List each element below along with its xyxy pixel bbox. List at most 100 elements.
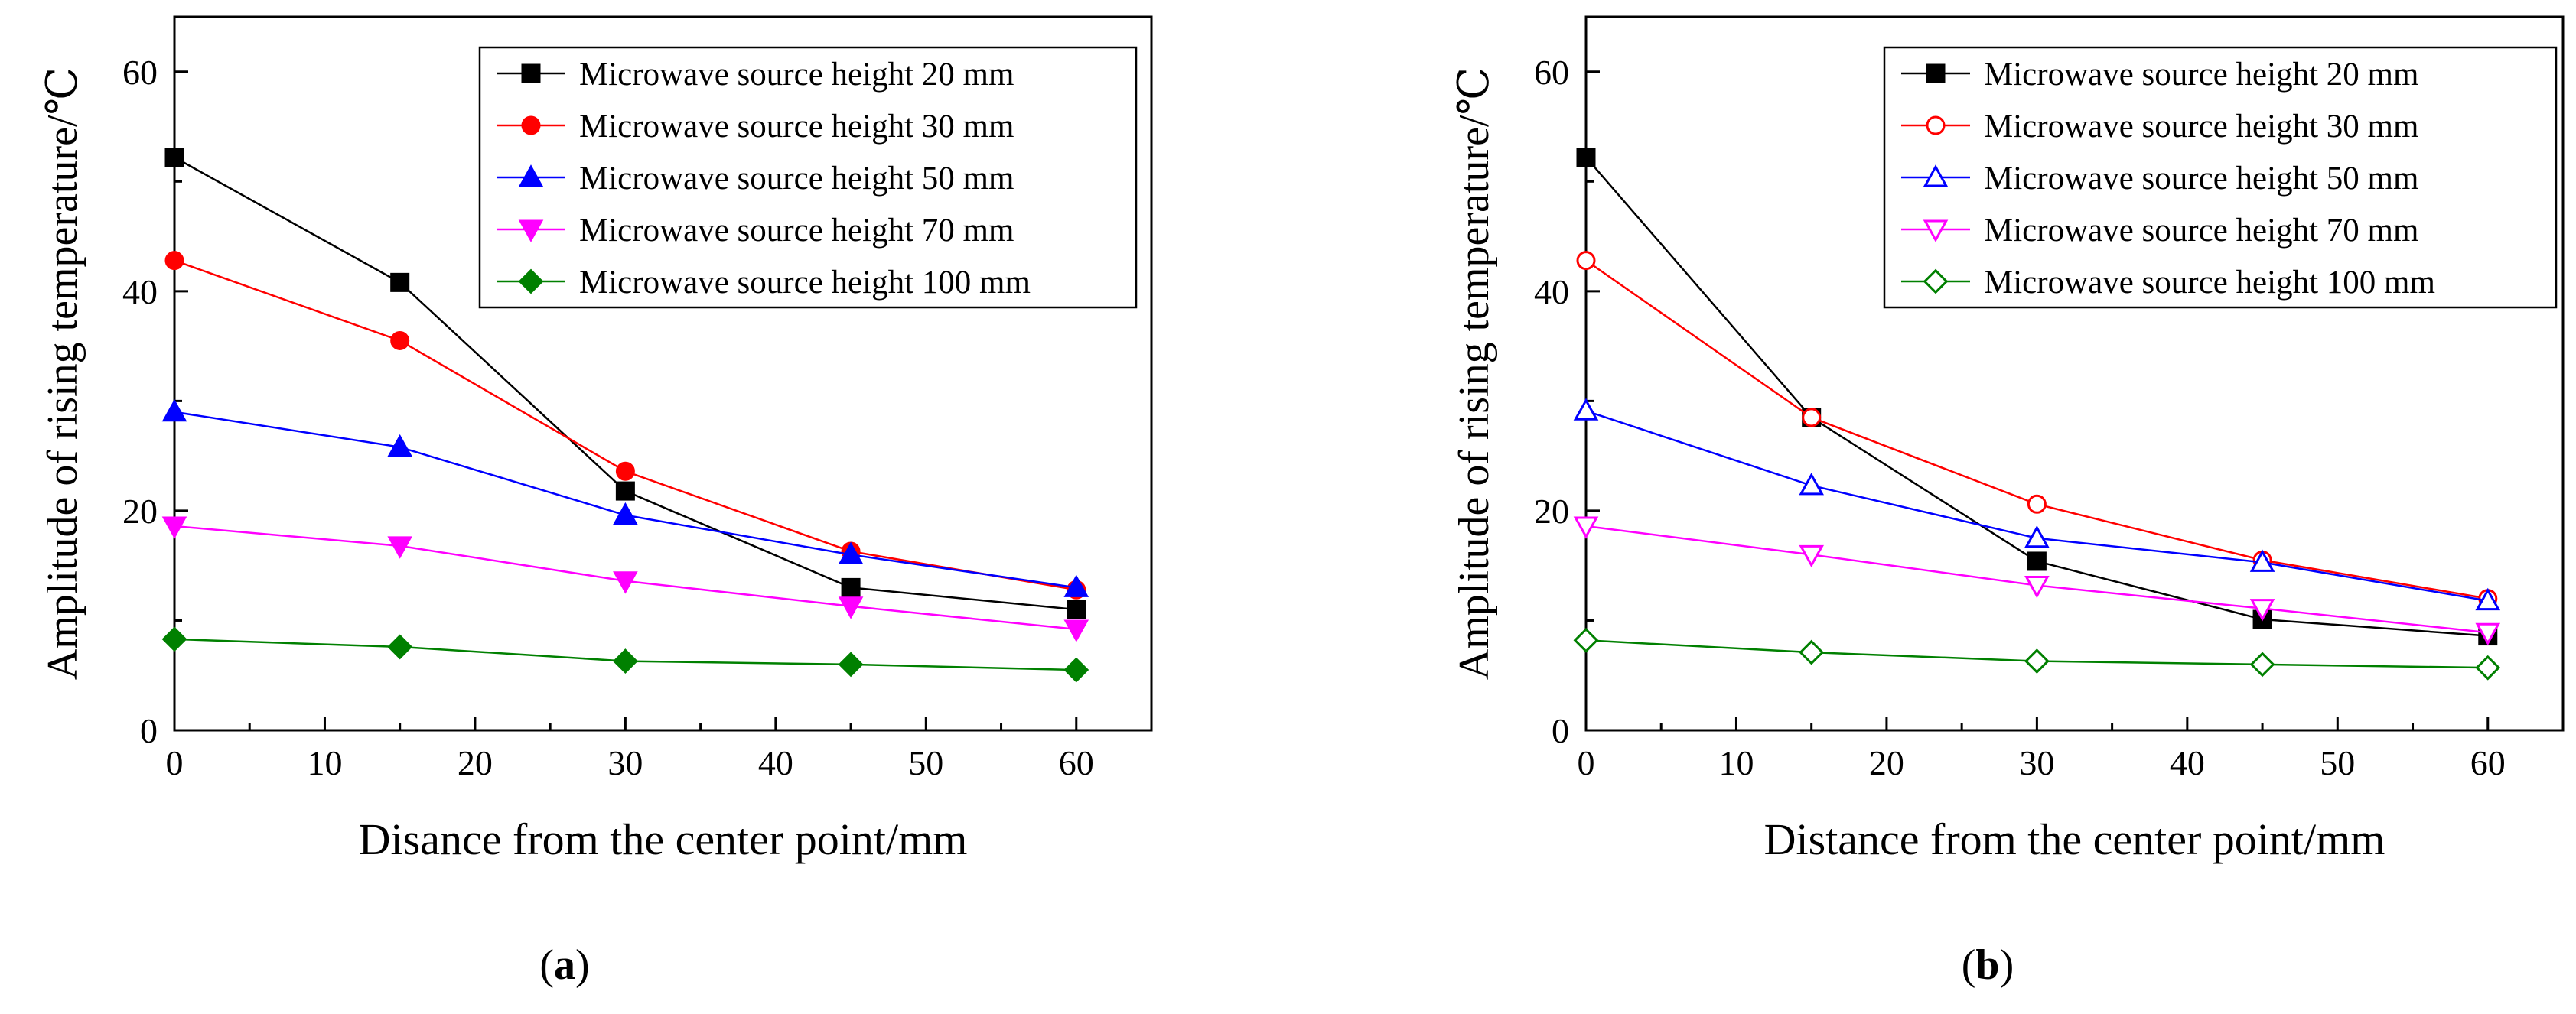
chart-a-y-axis-label: Amplitude of rising temperature/℃ <box>39 67 86 680</box>
chart-a-data-point-4 <box>1063 657 1089 683</box>
chart-b-svg: 0 10 20 30 40 50 60 0 20 40 60 Distance from the ce… <box>1451 15 2565 864</box>
chart-a-data-point-4 <box>161 626 187 652</box>
chart-a-legend-marker-1 <box>521 115 541 135</box>
chart-a-plot-frame <box>173 15 1153 732</box>
chart-a-legend-box <box>478 46 1138 309</box>
chart-a-data-point-2 <box>1063 574 1089 597</box>
panel-label-a-text: a <box>554 941 575 989</box>
chart-b-y-tick-label: 40 <box>1534 272 1569 311</box>
chart-b-data-point-0 <box>1576 148 1596 167</box>
chart-b-x-tick-label: 30 <box>2019 743 2054 782</box>
chart-b-legend-entry-2: Microwave source height 50 mm <box>1984 161 2418 197</box>
chart-b-data-point-1 <box>2027 494 2047 514</box>
chart-a-x-tick-label: 30 <box>607 743 643 782</box>
chart-a-x-axis-label: Disance from the center point/mm <box>359 814 968 864</box>
chart-b-y-tick-label: 20 <box>1534 492 1569 531</box>
chart-a-data-point-3 <box>1063 619 1089 642</box>
chart-a-data-point-0 <box>1067 600 1086 619</box>
panel-label-b: (b) <box>1961 941 2014 989</box>
chart-a-legend-entry-0: Microwave source height 20 mm <box>579 57 1014 93</box>
chart-a-legend-marker-4 <box>518 268 544 294</box>
chart-a-data-point-1 <box>390 330 410 350</box>
chart-a-x-tick-label: 50 <box>908 743 943 782</box>
chart-b-data-point-2 <box>2249 549 2275 572</box>
chart-a-data-point-2 <box>838 541 864 564</box>
chart-a-y-tick-label: 0 <box>140 711 158 750</box>
chart-a-x-tick-label: 0 <box>166 743 184 782</box>
chart-b-data-point-2 <box>1799 473 1824 496</box>
chart-b-x-tick-label: 0 <box>1578 743 1595 782</box>
chart-a-data-point-0 <box>615 481 635 501</box>
chart-a-legend-entry-1: Microwave source height 30 mm <box>579 109 1014 145</box>
chart-a-data-point-0 <box>164 148 184 167</box>
chart-a-data-point-2 <box>613 502 638 525</box>
chart-a-legend-marker-3 <box>518 219 544 242</box>
chart-b-legend-marker-2 <box>1923 164 1949 187</box>
chart-b-data-point-4 <box>2024 648 2050 674</box>
chart-b-y-tick-label: 0 <box>1552 711 1569 750</box>
chart-a-x-tick-label: 10 <box>307 743 342 782</box>
chart-b-x-tick-label: 50 <box>2320 743 2355 782</box>
chart-a-data-point-3 <box>161 516 187 539</box>
chart-b-x-axis-label: Distance from the center point/mm <box>1764 814 2385 864</box>
chart-b-data-point-4 <box>1573 627 1599 653</box>
chart-a-data-point-0 <box>841 577 861 597</box>
chart-a-legend-entry-3: Microwave source height 70 mm <box>579 213 1014 249</box>
chart-b-data-point-1 <box>1576 251 1596 271</box>
chart-a-data-point-4 <box>838 652 864 678</box>
chart-b-x-tick-label: 60 <box>2470 743 2506 782</box>
chart-a-legend-entry-4: Microwave source height 100 mm <box>579 265 1031 301</box>
chart-b-legend-entry-0: Microwave source height 20 mm <box>1984 57 2418 93</box>
chart-a-data-point-1 <box>164 251 184 271</box>
chart-b-data-point-3 <box>2249 599 2275 622</box>
chart-a-x-tick-label: 60 <box>1059 743 1094 782</box>
chart-a-legend-entry-2: Microwave source height 50 mm <box>579 161 1014 197</box>
chart-a-legend-marker-2 <box>518 164 544 187</box>
chart-b-y-tick-label: 60 <box>1534 53 1569 92</box>
chart-a-legend-marker-0 <box>521 63 541 83</box>
chart-a-x-tick-label: 20 <box>458 743 493 782</box>
chart-b-data-point-3 <box>2475 622 2501 646</box>
chart-a-y-tick-label: 60 <box>122 53 158 92</box>
chart-a-x-tick-label: 40 <box>758 743 793 782</box>
chart-b-legend-marker-0 <box>1926 63 1946 83</box>
chart-a-data-point-4 <box>612 648 638 674</box>
chart-a-y-tick-label: 20 <box>122 492 158 531</box>
chart-a-series-line-1 <box>174 259 1076 591</box>
chart-b-y-axis-label: Amplitude of rising temperature/℃ <box>1451 67 1498 680</box>
chart-a-data-point-1 <box>615 461 635 481</box>
chart-b-data-point-4 <box>2249 652 2275 678</box>
chart-b-data-point-3 <box>2024 576 2050 599</box>
chart-a-data-point-0 <box>390 272 410 292</box>
chart-a-data-point-3 <box>387 536 412 559</box>
chart-b-series-line-1 <box>1585 259 2488 600</box>
chart-b-data-point-4 <box>2475 655 2501 681</box>
chart-b-data-point-2 <box>1573 398 1599 421</box>
chart-b-legend-marker-3 <box>1923 219 1949 242</box>
chart-b-data-point-3 <box>1573 516 1599 539</box>
chart-a-data-point-3 <box>838 596 864 619</box>
chart-a-data-point-2 <box>387 434 412 457</box>
chart-b-legend-marker-1 <box>1926 115 1946 135</box>
chart-a-data-point-2 <box>161 398 187 422</box>
chart-b-data-point-4 <box>1799 639 1825 665</box>
chart-b-x-tick-label: 20 <box>1869 743 1904 782</box>
chart-a-data-point-4 <box>387 634 413 660</box>
chart-b-data-point-3 <box>1799 544 1824 568</box>
chart-b-data-point-1 <box>1802 408 1822 427</box>
chart-b-legend-entry-4: Microwave source height 100 mm <box>1984 265 2435 301</box>
chart-b-legend-marker-4 <box>1923 268 1949 294</box>
chart-b-legend-box <box>1883 46 2558 309</box>
chart-b-x-tick-label: 10 <box>1718 743 1754 782</box>
chart-a-svg: 0 10 20 30 40 50 60 0 20 40 60 Disance from the cen… <box>39 15 1153 864</box>
chart-b-legend-entry-3: Microwave source height 70 mm <box>1984 213 2418 249</box>
chart-a-data-point-3 <box>613 571 638 594</box>
chart-b-plot-frame <box>1584 15 2565 732</box>
chart-b-data-point-2 <box>2475 587 2501 611</box>
panel-label-a: (a) <box>539 941 590 989</box>
panel-label-b-text: b <box>1975 941 2000 989</box>
chart-b-data-point-0 <box>2027 551 2047 571</box>
chart-a-y-tick-label: 40 <box>122 272 158 311</box>
chart-b-x-tick-label: 40 <box>2170 743 2205 782</box>
chart-b-data-point-2 <box>2024 525 2050 548</box>
